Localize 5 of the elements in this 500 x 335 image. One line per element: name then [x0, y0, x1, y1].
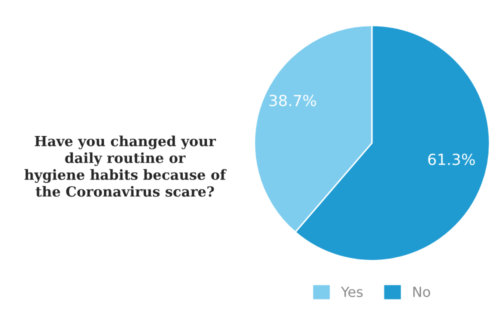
- data-label: 61.3%: [428, 154, 475, 166]
- legend-label: Yes: [340, 286, 363, 298]
- text: Have you changed your daily routine or hygiene habits because of the Coronavirus scare?: [24, 136, 227, 197]
- legend-label: No: [413, 286, 430, 298]
- data-label: 38.7%: [270, 94, 316, 106]
